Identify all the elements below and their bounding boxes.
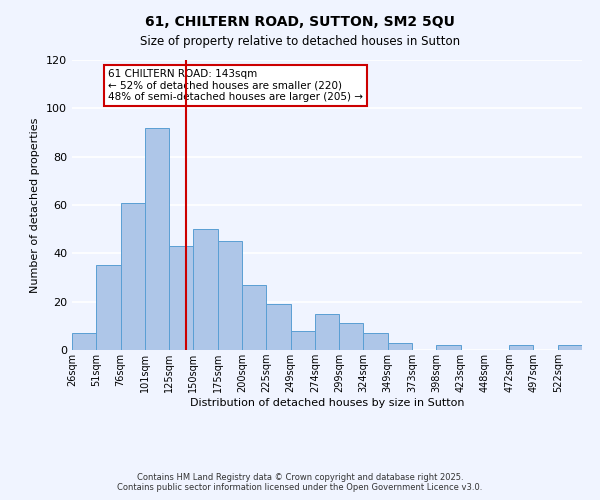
Bar	[193, 229, 218, 350]
Bar	[266, 304, 290, 350]
Bar	[121, 202, 145, 350]
Bar	[315, 314, 339, 350]
Bar	[388, 343, 412, 350]
Text: 61 CHILTERN ROAD: 143sqm
← 52% of detached houses are smaller (220)
48% of semi-: 61 CHILTERN ROAD: 143sqm ← 52% of detach…	[108, 68, 362, 102]
Bar	[339, 324, 364, 350]
Bar	[558, 345, 582, 350]
Text: Size of property relative to detached houses in Sutton: Size of property relative to detached ho…	[140, 35, 460, 48]
Bar	[364, 333, 388, 350]
Bar	[169, 246, 193, 350]
Bar	[72, 333, 96, 350]
Bar	[242, 285, 266, 350]
Bar	[436, 345, 461, 350]
Bar	[145, 128, 169, 350]
Bar	[290, 330, 315, 350]
Text: 61, CHILTERN ROAD, SUTTON, SM2 5QU: 61, CHILTERN ROAD, SUTTON, SM2 5QU	[145, 15, 455, 29]
Bar	[218, 242, 242, 350]
Bar	[96, 266, 121, 350]
Y-axis label: Number of detached properties: Number of detached properties	[31, 118, 40, 292]
Text: Contains HM Land Registry data © Crown copyright and database right 2025.
Contai: Contains HM Land Registry data © Crown c…	[118, 473, 482, 492]
Bar	[509, 345, 533, 350]
X-axis label: Distribution of detached houses by size in Sutton: Distribution of detached houses by size …	[190, 398, 464, 408]
